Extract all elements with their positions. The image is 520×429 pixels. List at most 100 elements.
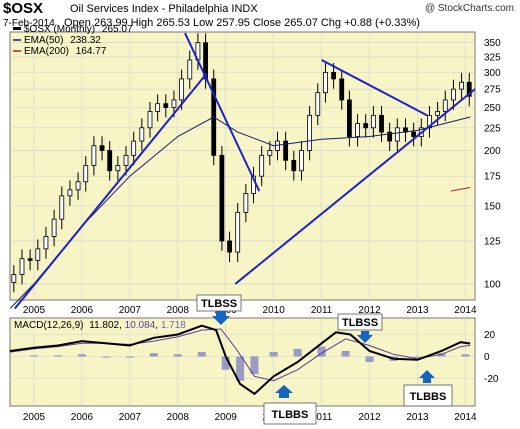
chart-instrument-name: Oil Services Index - Philadelphia INDX	[70, 3, 258, 15]
y-tick-label: 275	[484, 85, 501, 96]
candle-body	[83, 165, 89, 183]
y-tick-label: 225	[484, 123, 501, 134]
x-tick-label: 2011	[311, 305, 333, 316]
candle-body	[283, 140, 289, 161]
legend-ema200-name: EMA(200)	[24, 46, 69, 57]
candle-body	[243, 193, 249, 213]
candle-body	[291, 159, 297, 172]
candle-body	[267, 150, 273, 156]
candle-body	[139, 127, 145, 142]
candle-body	[155, 103, 161, 112]
annotation-box	[403, 384, 453, 407]
x-tick-label: 2013	[406, 412, 429, 423]
annotation-label: TLBBS	[272, 409, 309, 421]
candle-body	[394, 127, 400, 142]
candle-body	[171, 99, 177, 108]
candle-body	[187, 59, 193, 80]
candle-body	[387, 131, 393, 142]
candle-body	[227, 240, 232, 253]
candle-body	[347, 99, 352, 137]
candle-body	[299, 150, 304, 172]
y-tick-label: 125	[484, 236, 501, 247]
price-x-axis: 2005200620072008200920102011201220132014	[23, 305, 477, 316]
trendlines	[14, 32, 476, 310]
candle-body	[67, 189, 73, 197]
annotation-tlbbs-2013: TLBBS	[403, 384, 453, 407]
x-tick-label: 2007	[119, 412, 142, 423]
x-tick-label: 2013	[406, 305, 429, 316]
candle-body	[442, 99, 448, 112]
histogram-bar	[197, 352, 206, 357]
histogram-bar	[269, 352, 278, 357]
histogram-bar	[250, 356, 259, 375]
annotation-tlbss-macd: TLBSS	[337, 313, 383, 331]
x-tick-label: 2009	[215, 412, 238, 423]
x-tick-label: 2012	[358, 305, 381, 316]
legend-ema200-value: 164.77	[76, 46, 107, 57]
x-tick-label: 2006	[71, 305, 94, 316]
x-tick-label: 2010	[263, 305, 286, 316]
annotation-box	[263, 402, 317, 425]
y-tick-label: -20	[484, 374, 499, 385]
candle-body	[59, 195, 65, 220]
histogram-bar	[341, 351, 350, 357]
legend-ema50: EMA(50) 238.32	[24, 35, 101, 46]
candle-body	[435, 110, 441, 116]
x-tick-label: 2005	[23, 305, 46, 316]
x-tick-label: 2014	[454, 412, 477, 423]
y-tick-label: 325	[484, 52, 501, 63]
y-tick-label: 250	[484, 103, 501, 114]
histogram-bar	[437, 353, 446, 357]
annotation-label: TLBBS	[410, 391, 447, 403]
y-tick-label: 175	[484, 172, 501, 183]
y-tick-label: 300	[484, 68, 501, 79]
annotation-label: TLBSS	[342, 317, 378, 329]
y-tick-label: 350	[484, 38, 501, 49]
candle-body	[107, 150, 113, 172]
candle-body	[451, 88, 456, 101]
ema200-line	[450, 187, 471, 192]
candle-body	[35, 248, 41, 261]
histogram-bar	[77, 354, 86, 357]
histogram-bar	[413, 356, 422, 358]
trendline	[14, 73, 208, 310]
candle-body	[219, 154, 225, 242]
chart-date: 7-Feb-2014	[3, 18, 55, 29]
candle-body	[370, 114, 376, 129]
histogram-bar	[101, 356, 110, 358]
histogram-bar	[53, 355, 62, 357]
candle-body	[163, 103, 169, 108]
candle-body	[43, 236, 49, 250]
macd-hist-legend-value: 1.718	[161, 320, 186, 331]
histogram-bar	[221, 356, 230, 370]
histogram-bar	[461, 354, 470, 357]
candle-body	[459, 81, 464, 90]
macd-y-axis: -20 0 20	[484, 330, 499, 385]
legend-ema200: EMA(200) 164.77	[24, 46, 107, 57]
macd-legend-sep2: ,	[155, 320, 161, 331]
candle-body	[11, 274, 17, 283]
x-tick-label: 2008	[167, 305, 190, 316]
candle-body	[27, 258, 33, 261]
candle-body	[123, 154, 129, 166]
histogram-bar	[125, 356, 134, 358]
histogram-bar	[236, 356, 245, 381]
macd-legend-value: 11.802	[89, 320, 119, 331]
candle-body	[115, 165, 121, 172]
annotation-label: TLBSS	[201, 298, 237, 310]
y-tick-label: 20	[484, 330, 496, 341]
histogram-bar	[173, 354, 182, 357]
legend-swatch-price	[13, 27, 21, 30]
price-legend: $OSX (Monthly) 265.07 EMA(50) 238.32 EMA…	[13, 24, 133, 57]
macd-legend-name: MACD(12,26,9)	[14, 320, 83, 331]
x-tick-label: 2007	[119, 305, 142, 316]
candle-body	[331, 71, 336, 80]
trendline	[321, 59, 428, 117]
price-gridlines	[10, 32, 475, 300]
candle-body	[235, 211, 241, 253]
legend-ema50-name: EMA(50)	[24, 35, 63, 46]
x-tick-label: 2005	[23, 412, 46, 423]
macd-line	[9, 324, 471, 396]
annotation-tlbbs-2009: TLBBS	[263, 402, 317, 425]
y-tick-label: 200	[484, 146, 501, 157]
